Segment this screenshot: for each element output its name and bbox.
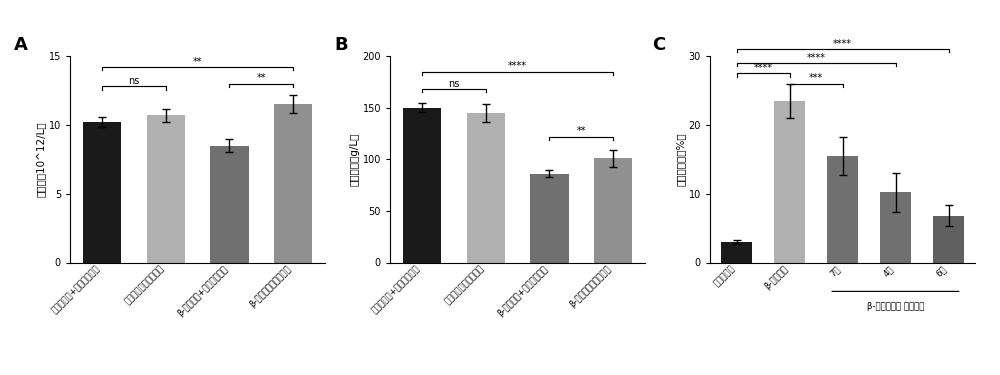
Bar — [933, 216, 964, 262]
Bar — [721, 242, 752, 262]
Y-axis label: 网织红细胞（%）: 网织红细胞（%） — [676, 132, 686, 186]
Text: **: ** — [256, 73, 266, 83]
Bar — [530, 174, 568, 262]
Text: ****: **** — [806, 53, 826, 63]
Y-axis label: 血红蛋白（g/L）: 血红蛋白（g/L） — [350, 133, 360, 186]
Bar — [146, 116, 185, 262]
Text: ****: **** — [754, 63, 772, 73]
Bar — [594, 158, 632, 262]
Bar — [827, 156, 858, 262]
Bar — [274, 104, 312, 262]
Text: C: C — [652, 36, 665, 54]
Bar — [466, 113, 505, 262]
Bar — [403, 108, 441, 262]
Text: ns: ns — [128, 76, 139, 86]
Text: **: ** — [193, 57, 202, 67]
Bar — [210, 146, 248, 262]
Bar — [83, 122, 121, 262]
Y-axis label: 红细胞（10^12/L）: 红细胞（10^12/L） — [36, 122, 46, 197]
Bar — [774, 101, 805, 262]
Text: ***: *** — [809, 73, 823, 83]
Text: B: B — [334, 36, 348, 54]
Text: A: A — [14, 36, 28, 54]
Text: ****: **** — [508, 61, 527, 71]
Text: β-地贫小鼠＋ 锡中唄啊: β-地贫小鼠＋ 锡中唄啊 — [867, 302, 924, 311]
Text: ****: **** — [833, 39, 852, 49]
Bar — [880, 192, 911, 262]
Text: ns: ns — [448, 79, 459, 88]
Text: **: ** — [576, 126, 586, 136]
